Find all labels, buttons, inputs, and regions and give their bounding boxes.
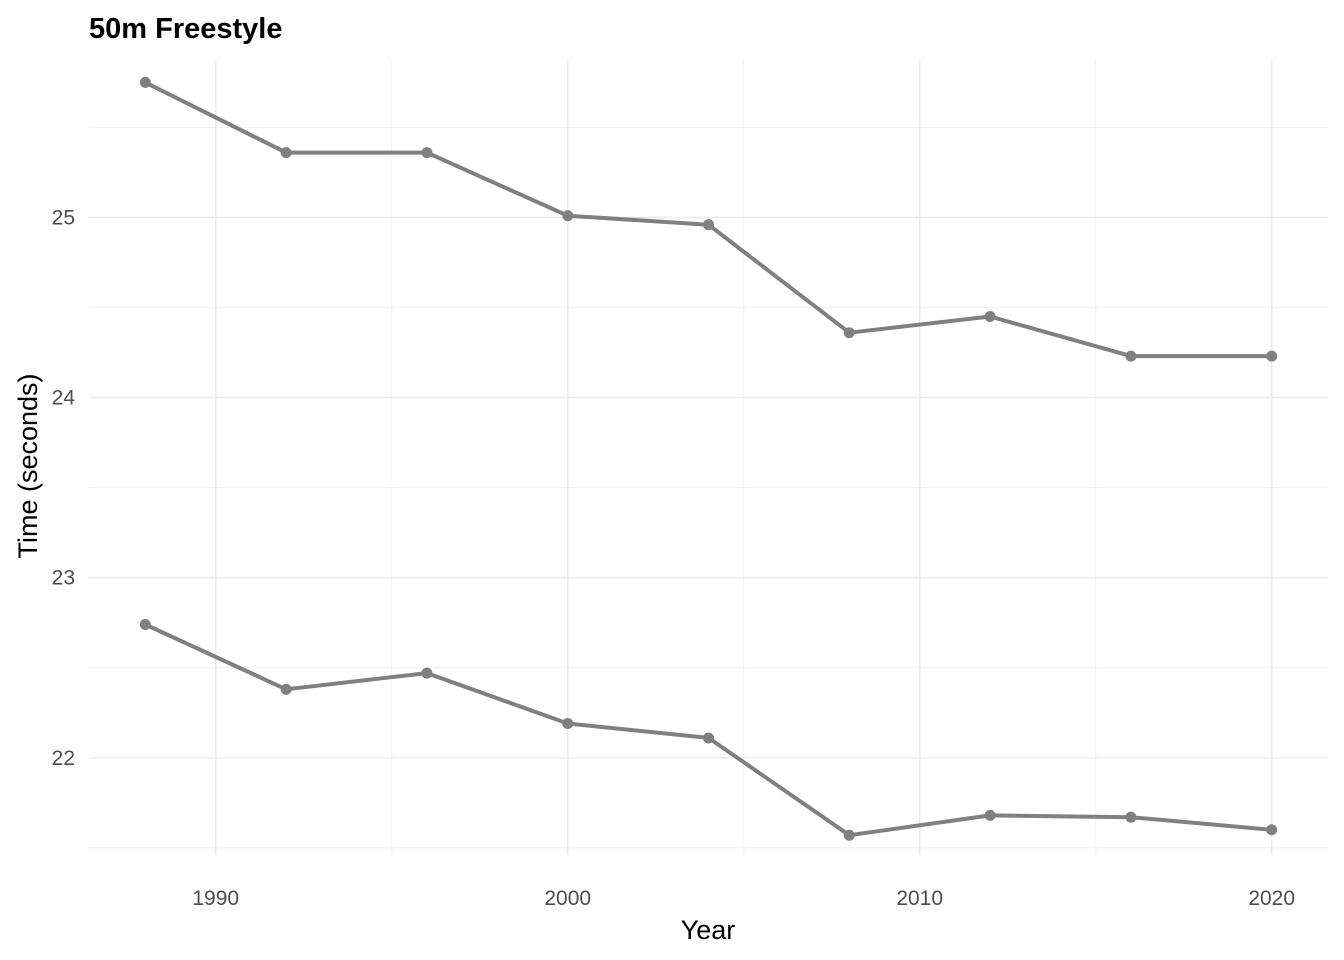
- data-point: [421, 147, 433, 159]
- data-point: [984, 809, 996, 821]
- data-point: [139, 618, 151, 630]
- data-point: [280, 683, 292, 695]
- x-axis-title: Year: [681, 915, 736, 945]
- grid: [89, 59, 1328, 855]
- data-point: [1125, 350, 1137, 362]
- y-tick-label: 25: [52, 206, 75, 229]
- data-point: [1266, 350, 1278, 362]
- x-tick-label: 2000: [544, 887, 591, 910]
- y-tick-label: 23: [52, 567, 75, 590]
- data-point: [843, 327, 855, 339]
- data-point: [984, 311, 996, 323]
- series-line-2: [144, 622, 1272, 838]
- data-point: [421, 667, 433, 679]
- data-point: [703, 732, 714, 744]
- data-point: [1266, 824, 1278, 836]
- data-point: [562, 210, 574, 222]
- data-point: [843, 829, 855, 841]
- x-axis-ticks: 1990 2000 2010 2020: [192, 887, 1295, 910]
- chart-title: 50m Freestyle: [89, 13, 282, 45]
- x-tick-label: 2010: [896, 887, 943, 910]
- data-point: [1125, 811, 1137, 823]
- data-point: [280, 147, 292, 159]
- x-tick-label: 1990: [192, 887, 239, 910]
- y-tick-label: 24: [52, 387, 76, 410]
- y-axis-title: Time (seconds): [13, 373, 43, 558]
- series-group: [139, 76, 1278, 841]
- y-axis-ticks: 22 23 24 25: [52, 206, 76, 769]
- data-point: [703, 219, 714, 231]
- data-point: [562, 718, 574, 730]
- data-point: [139, 76, 151, 88]
- x-tick-label: 2020: [1248, 887, 1295, 910]
- y-tick-label: 22: [52, 747, 75, 770]
